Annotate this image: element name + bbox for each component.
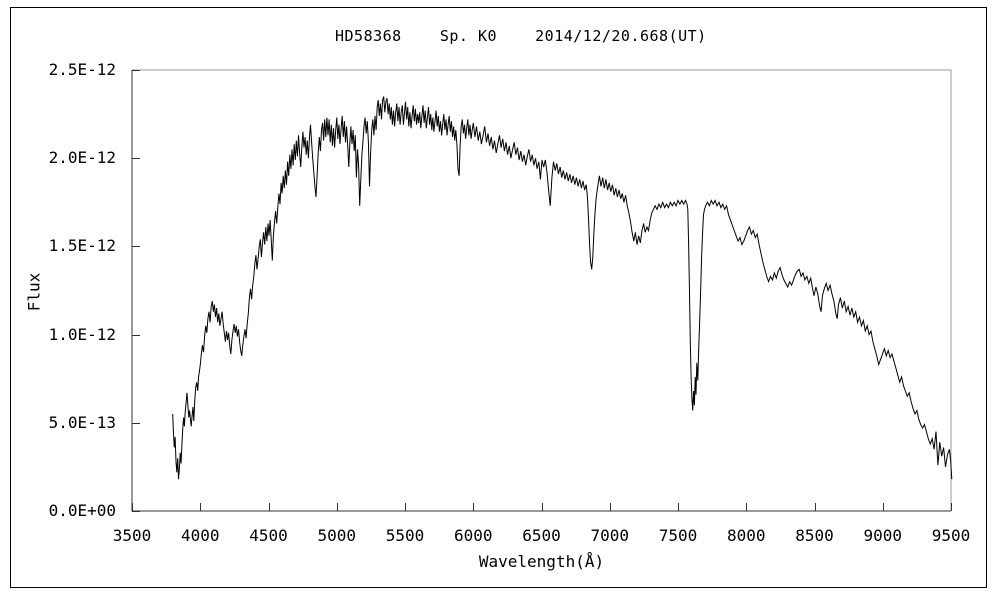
- x-tick-label: 6000: [453, 526, 493, 545]
- x-tick-label: 5500: [385, 526, 425, 545]
- y-tick-label: 5.0E-13: [48, 412, 116, 432]
- x-tick-label: 3500: [112, 526, 152, 545]
- x-tick-label: 5000: [317, 526, 357, 545]
- x-tick-label: 9000: [863, 526, 903, 545]
- x-tick-label: 4000: [180, 526, 220, 545]
- y-tick-label: 2.5E-12: [48, 60, 116, 79]
- x-tick-label: 9500: [931, 526, 971, 545]
- x-tick-label: 4500: [249, 526, 288, 545]
- x-axis-title: Wavelength(Å): [478, 552, 605, 571]
- figure-border: [10, 7, 987, 588]
- y-tick-label: 1.5E-12: [48, 236, 116, 256]
- x-tick-label: 8000: [726, 526, 766, 545]
- chart-title: HD58368 Sp. K0 2014/12/20.668(UT): [335, 27, 707, 45]
- y-tick-label: 0.0E+00: [48, 501, 116, 520]
- axis-frame-top-right: [132, 69, 952, 511]
- x-tick-label: 8500: [795, 526, 834, 545]
- y-tick-label: 1.0E-12: [48, 324, 116, 344]
- x-tick-label: 7000: [590, 526, 630, 545]
- x-tick-label: 6500: [522, 526, 561, 545]
- y-axis-title: Flux: [24, 272, 44, 312]
- y-tick-label: 2.0E-12: [48, 148, 116, 168]
- spectrum-line: [172, 96, 953, 480]
- x-tick-label: 7500: [658, 526, 698, 545]
